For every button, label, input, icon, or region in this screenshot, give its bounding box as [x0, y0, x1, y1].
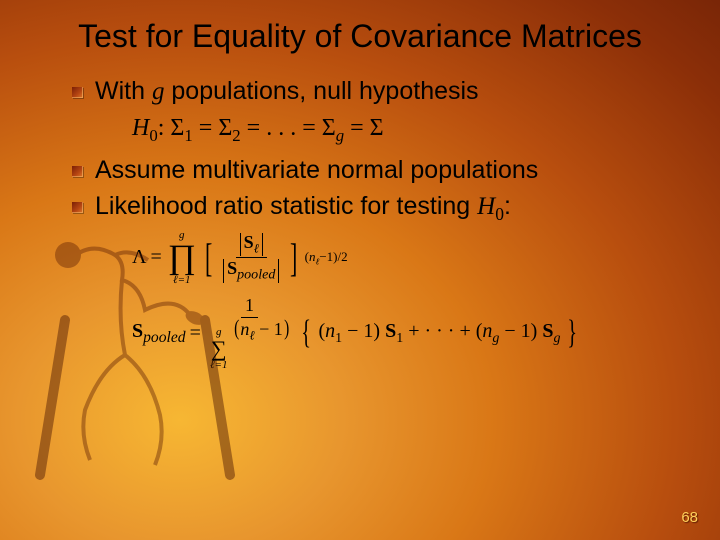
slide: Test for Equality of Covariance Matrices…	[0, 0, 720, 540]
formula-spooled: Spooled = 1 g ∑ ℓ=1 (nℓ − 1) { (n	[132, 296, 676, 371]
bullet-3-text: Likelihood ratio statistic for testing H…	[95, 190, 511, 226]
bullet-1: With g populations, null hypothesis	[72, 75, 676, 109]
bullet-icon	[72, 166, 83, 177]
bullet-2: Assume multivariate normal populations	[72, 154, 676, 187]
bullet-icon	[72, 202, 83, 213]
hypothesis-line: H0: Σ1 = Σ2 = . . . = Σg = Σ	[132, 112, 676, 147]
bullet-2-text: Assume multivariate normal populations	[95, 154, 538, 187]
page-number: 68	[681, 509, 698, 526]
slide-title: Test for Equality of Covariance Matrices	[0, 0, 720, 63]
bullet-1-text: With g populations, null hypothesis	[95, 75, 479, 109]
bullet-icon	[72, 87, 83, 98]
slide-body: With g populations, null hypothesis H0: …	[0, 63, 720, 371]
bullet-3: Likelihood ratio statistic for testing H…	[72, 190, 676, 226]
formula-lambda: Λ = g ∏ ℓ=1 [ Sℓ Spooled ] (nℓ−1)/2	[132, 230, 676, 286]
